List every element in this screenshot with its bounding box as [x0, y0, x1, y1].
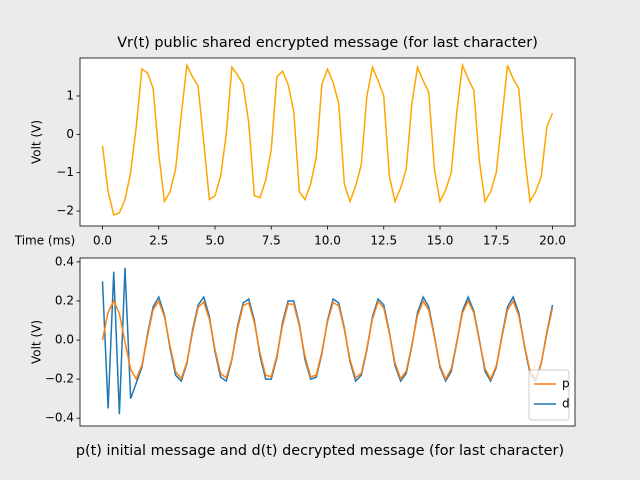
legend-box — [528, 369, 570, 421]
y-tick-label: 0.2 — [55, 293, 74, 307]
x-axis-label: Time (ms) — [14, 234, 76, 248]
y-tick-label: 0 — [66, 127, 74, 141]
x-tick-label: 17.5 — [483, 234, 510, 248]
plot-area — [80, 58, 575, 226]
series-line — [101, 62, 554, 216]
y-axis-label: Volt (V) — [30, 320, 44, 364]
y-tick-label: −2 — [56, 204, 74, 218]
plot-area — [80, 258, 575, 426]
y-tick-label: 1 — [66, 88, 74, 102]
y-tick-label: 0.0 — [55, 333, 74, 347]
x-tick-label: 5.0 — [205, 234, 224, 248]
legend-label: d — [562, 397, 570, 411]
x-tick-label: 12.5 — [370, 234, 397, 248]
x-tick-label: 2.5 — [149, 234, 168, 248]
axes-frame — [79, 257, 576, 427]
y-tick-label: 0.4 — [55, 254, 74, 268]
y-tick-label: −0.2 — [45, 372, 74, 386]
chart-title: Vr(t) public shared encrypted message (f… — [117, 35, 538, 51]
x-tick-label: 15.0 — [427, 234, 454, 248]
legend-label: p — [562, 377, 570, 391]
x-axis-label: p(t) initial message and d(t) decrypted … — [76, 443, 564, 459]
x-tick-label: 20.0 — [539, 234, 566, 248]
series-line — [101, 299, 554, 381]
y-tick-label: −1 — [56, 165, 74, 179]
x-tick-label: 10.0 — [314, 234, 341, 248]
x-tick-label: 7.5 — [262, 234, 281, 248]
y-tick-label: −0.4 — [45, 411, 74, 425]
y-axis-label: Volt (V) — [30, 120, 44, 164]
x-tick-label: 0.0 — [93, 234, 112, 248]
